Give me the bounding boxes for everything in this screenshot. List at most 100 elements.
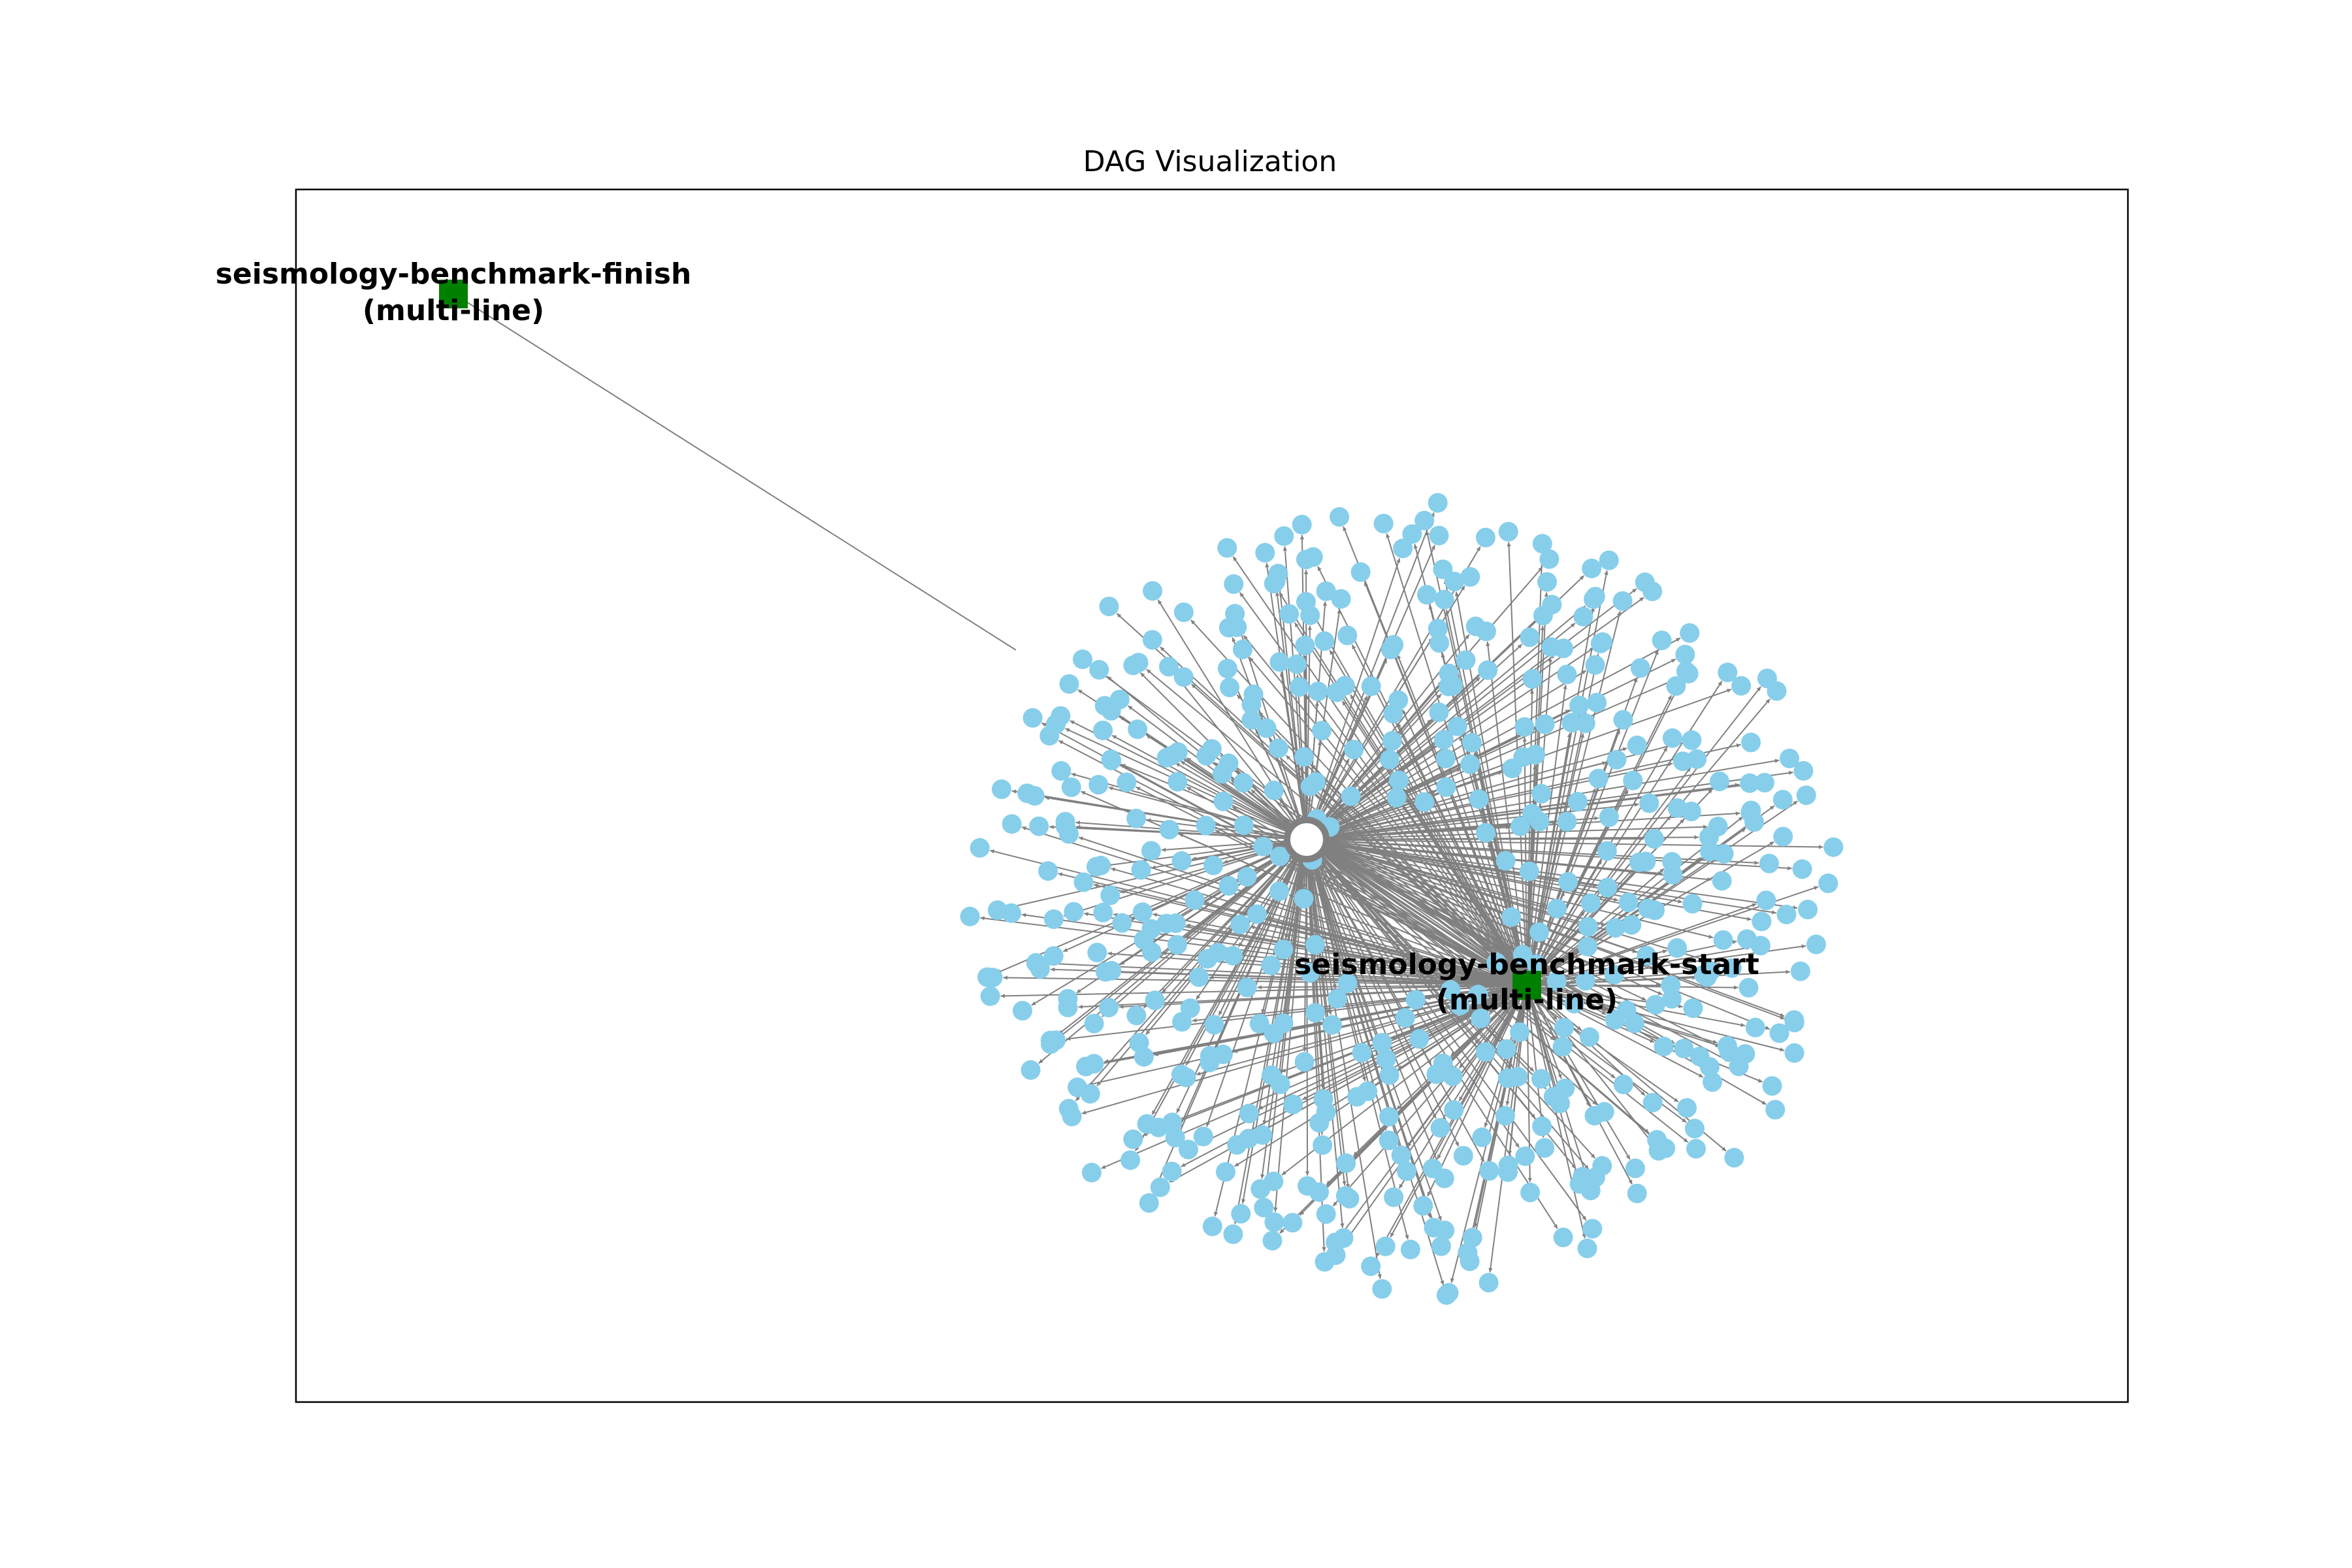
task-node[interactable] [1582,559,1602,578]
task-node[interactable] [1073,872,1094,892]
task-node[interactable] [1380,640,1401,659]
task-node[interactable] [1413,1196,1433,1216]
task-node[interactable] [1512,945,1533,965]
task-node[interactable] [1605,918,1625,938]
task-node[interactable] [1529,922,1549,942]
task-node[interactable] [1703,1072,1722,1092]
task-node[interactable] [1167,935,1187,955]
task-node[interactable] [1573,606,1593,627]
task-node[interactable] [1460,567,1480,587]
task-node[interactable] [1239,1103,1259,1124]
task-node[interactable] [1030,959,1050,979]
task-node[interactable] [1379,1065,1399,1085]
task-node[interactable] [1142,630,1162,650]
task-node[interactable] [1554,1018,1574,1037]
task-node[interactable] [1519,861,1539,881]
task-node[interactable] [1575,971,1595,991]
task-node[interactable] [1745,1017,1765,1037]
task-node[interactable] [1143,581,1163,601]
task-node[interactable] [1471,1008,1491,1028]
task-node[interactable] [1264,1212,1284,1232]
task-node[interactable] [1579,1027,1599,1047]
task-node[interactable] [1627,1183,1647,1203]
task-node[interactable] [1316,1204,1336,1224]
task-node[interactable] [1269,881,1290,902]
task-node[interactable] [1792,859,1812,879]
task-node[interactable] [1543,1086,1563,1107]
task-node[interactable] [1237,977,1257,998]
task-node[interactable] [1093,721,1113,740]
task-node[interactable] [1216,1162,1235,1182]
task-node[interactable] [1292,515,1312,534]
task-node[interactable] [1475,527,1495,547]
task-node[interactable] [1051,761,1071,781]
task-node[interactable] [1337,625,1358,645]
task-node[interactable] [1112,913,1132,933]
task-node[interactable] [1217,659,1237,679]
task-node[interactable] [1134,930,1154,950]
task-node[interactable] [1662,988,1682,1009]
task-node[interactable] [1622,915,1642,935]
task-node[interactable] [1315,1252,1335,1272]
task-node[interactable] [1537,572,1557,592]
task-node[interactable] [1312,721,1331,741]
task-node[interactable] [1773,826,1793,847]
task-node[interactable] [1350,562,1371,582]
task-node[interactable] [1417,585,1437,605]
task-node[interactable] [1241,710,1262,730]
task-node[interactable] [1635,572,1655,593]
task-node[interactable] [1380,749,1399,770]
task-node[interactable] [1722,958,1742,978]
task-node[interactable] [1731,676,1751,696]
task-node[interactable] [1213,791,1233,811]
task-node[interactable] [1793,760,1814,781]
task-node[interactable] [1453,1146,1473,1166]
task-node[interactable] [1313,1135,1333,1155]
task-node[interactable] [1676,661,1696,681]
task-node[interactable] [1539,549,1560,569]
task-node[interactable] [1683,998,1703,1019]
task-node[interactable] [1429,525,1449,546]
task-node[interactable] [1662,852,1682,872]
task-node[interactable] [1013,1001,1032,1021]
task-node[interactable] [1309,1113,1330,1133]
task-node[interactable] [1395,1008,1415,1028]
task-node[interactable] [1141,841,1161,861]
task-node[interactable] [970,838,990,858]
task-node[interactable] [1433,559,1453,580]
task-node[interactable] [1460,754,1480,774]
task-node[interactable] [1639,793,1659,813]
task-node[interactable] [1498,1162,1518,1182]
task-node[interactable] [1682,894,1703,914]
task-node[interactable] [1322,1015,1342,1035]
task-node[interactable] [1129,1033,1149,1053]
task-node[interactable] [1713,930,1733,950]
task-node[interactable] [1741,732,1761,753]
task-node[interactable] [1719,1041,1739,1062]
task-node[interactable] [1176,1068,1196,1088]
task-node[interactable] [1255,543,1275,563]
task-node[interactable] [1750,936,1771,956]
task-node[interactable] [1087,943,1107,962]
task-node[interactable] [1462,1228,1482,1248]
task-node[interactable] [1645,994,1665,1015]
task-node[interactable] [1294,889,1314,909]
task-node[interactable] [1218,875,1239,896]
task-node[interactable] [1233,815,1254,836]
task-node[interactable] [1573,1167,1593,1186]
task-node[interactable] [1254,1198,1274,1218]
task-node[interactable] [1100,885,1120,906]
task-node[interactable] [1391,1145,1411,1166]
task-node[interactable] [1784,1010,1805,1030]
task-node[interactable] [1296,592,1316,612]
task-node[interactable] [1623,770,1643,791]
task-node[interactable] [1150,1177,1170,1198]
task-node[interactable] [1064,902,1084,922]
task-node[interactable] [1486,953,1507,973]
task-node[interactable] [1022,708,1043,728]
task-node[interactable] [1818,874,1838,893]
task-node[interactable] [1434,589,1454,610]
task-node[interactable] [1233,640,1252,659]
task-node[interactable] [1156,913,1177,934]
task-node[interactable] [1754,773,1774,792]
